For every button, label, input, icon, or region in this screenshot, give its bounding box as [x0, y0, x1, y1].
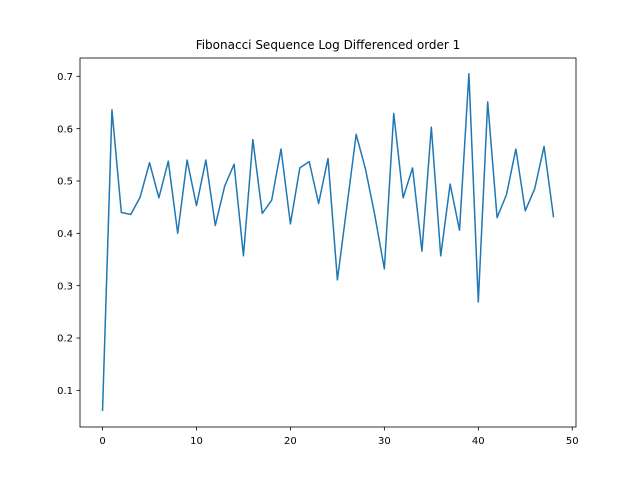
y-tick-label: 0.6	[57, 124, 73, 135]
x-tick-label: 40	[472, 436, 485, 447]
chart-title: Fibonacci Sequence Log Differenced order…	[196, 38, 461, 52]
x-tick-label: 10	[190, 436, 203, 447]
y-tick-label: 0.3	[57, 281, 73, 292]
plot-area: 0 10 20 30 40 50 0.1 0.2 0.3 0.4 0.5 0.6 0.7	[57, 57, 579, 447]
x-tick-label: 20	[284, 436, 297, 447]
x-tick-label: 50	[566, 436, 579, 447]
axes-frame	[79, 57, 577, 428]
x-tick-label: 30	[378, 436, 391, 447]
y-tick-label: 0.1	[57, 386, 73, 397]
y-tick-label: 0.4	[57, 229, 73, 240]
x-tick-label: 0	[99, 436, 105, 447]
y-tick-label: 0.7	[57, 72, 73, 83]
series-line-0	[101, 72, 555, 412]
y-tick-label: 0.2	[57, 334, 73, 345]
y-tick-label: 0.5	[57, 177, 73, 188]
